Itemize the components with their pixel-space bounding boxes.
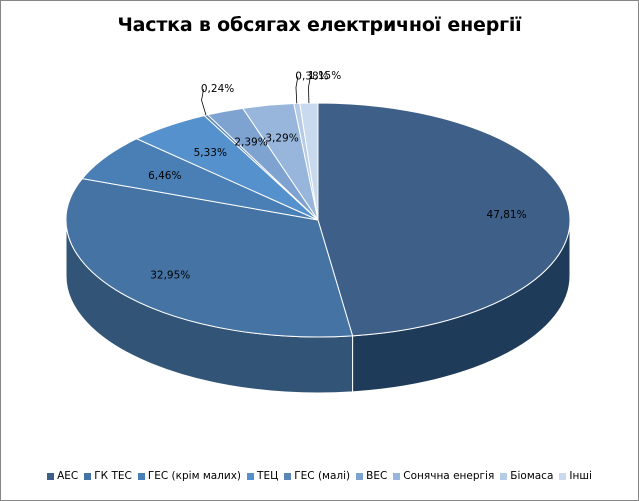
data-label: 1,15% bbox=[308, 70, 341, 82]
leader-lines bbox=[201, 76, 311, 116]
legend-entry: ТЕЦ bbox=[247, 470, 278, 482]
leader-line bbox=[295, 76, 299, 104]
legend-swatch bbox=[47, 472, 55, 480]
data-label: 47,81% bbox=[487, 209, 527, 221]
chart-title: Частка в обсягах електричної енергії bbox=[117, 14, 522, 36]
legend-swatch bbox=[284, 472, 292, 480]
legend-entry: ГК ТЕС bbox=[84, 470, 132, 482]
legend-swatch bbox=[559, 472, 567, 480]
data-label: 0,38% bbox=[295, 70, 328, 82]
legend-swatch bbox=[500, 472, 508, 480]
legend-entry: АЕС bbox=[47, 470, 78, 482]
pie-slice bbox=[317, 102, 571, 337]
slice-labels: 47,81% 32,95% 6,46% 5,33% 0,24% 2,39%3,29% 0,3… bbox=[148, 70, 527, 282]
legend-entry: ГЕС (малі) bbox=[284, 470, 350, 482]
legend-swatch bbox=[393, 472, 401, 480]
data-label: 32,95% bbox=[150, 270, 190, 282]
legend-label: Сонячна енергія bbox=[403, 470, 495, 482]
data-label: 2,39% bbox=[234, 137, 267, 149]
data-label: 0,24% bbox=[201, 83, 234, 95]
legend-swatch bbox=[137, 472, 145, 480]
legend-label: Біомаса bbox=[510, 470, 554, 482]
data-label: 5,33% bbox=[194, 147, 227, 159]
legend-entry: Сонячна енергія bbox=[393, 470, 494, 482]
leader-line bbox=[308, 76, 311, 104]
legend-label: ГЕС (крім малих) bbox=[147, 470, 242, 482]
legend-label: ВЕС bbox=[366, 470, 388, 482]
legend-swatch bbox=[356, 472, 364, 480]
legend-entry: Інші bbox=[559, 470, 592, 482]
pie-slice bbox=[65, 178, 354, 338]
legend: АЕС ГК ТЕС ГЕС (крім малих) ТЕЦ ГЕС (малі) ВЕ… bbox=[0, 470, 639, 482]
legend-label: ГК ТЕС bbox=[94, 470, 132, 482]
legend-label: ТЕЦ bbox=[257, 470, 279, 482]
legend-label: АЕС bbox=[57, 470, 79, 482]
legend-swatch bbox=[84, 472, 92, 480]
legend-entry: Біомаса bbox=[500, 470, 553, 482]
legend-entry: ВЕС bbox=[356, 470, 387, 482]
data-label: 6,46% bbox=[148, 170, 181, 182]
legend-label: ГЕС (малі) bbox=[294, 470, 351, 482]
leader-line bbox=[201, 89, 207, 116]
legend-swatch bbox=[247, 472, 255, 480]
data-label: 3,29% bbox=[265, 132, 298, 144]
legend-label: Інші bbox=[569, 470, 592, 482]
pie-slices bbox=[65, 102, 571, 338]
legend-entry: ГЕС (крім малих) bbox=[137, 470, 242, 482]
